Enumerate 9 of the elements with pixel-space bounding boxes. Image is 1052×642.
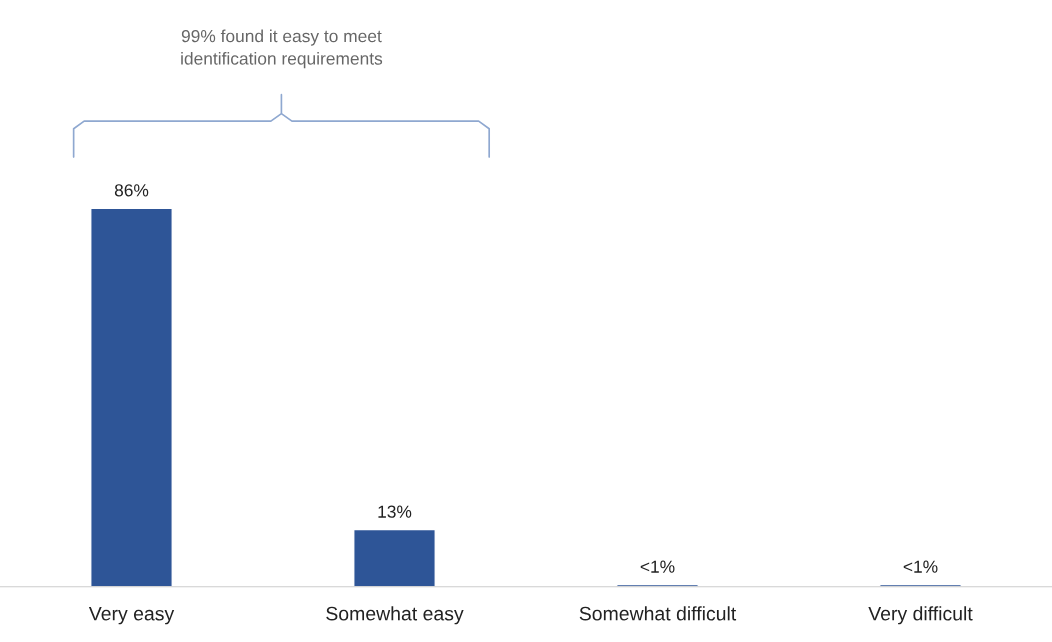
text: 99% found it easy to meet identification requirements — [181, 29, 383, 69]
data-label: 13% — [378, 505, 412, 518]
x-tick-label: Somewhat difficult — [579, 606, 737, 621]
x-tick-label: Very difficult — [868, 606, 973, 625]
data-label: <1% — [903, 560, 938, 573]
data-label: <1% — [640, 560, 675, 573]
x-tick-label: Very easy — [88, 606, 175, 625]
x-tick-label: Somewhat easy — [326, 606, 464, 625]
data-label: 86% — [114, 184, 149, 197]
